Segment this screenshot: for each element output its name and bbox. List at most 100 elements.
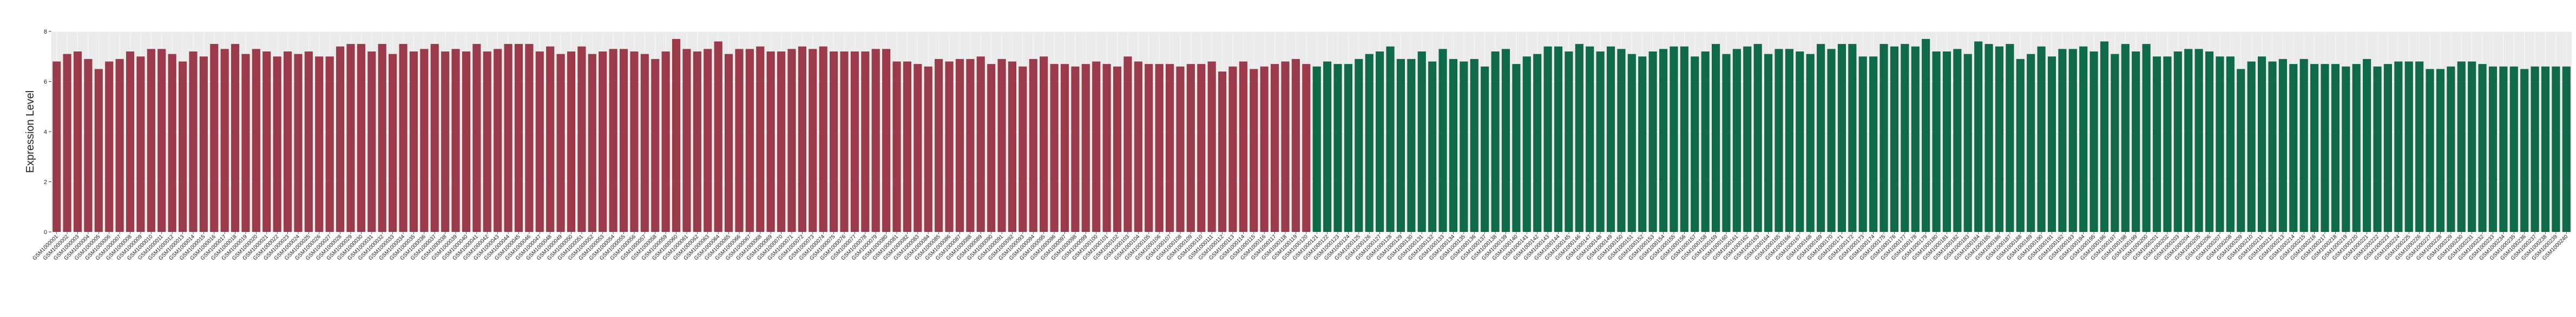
bar-GSM1000133 — [1438, 49, 1447, 232]
bar-GSM1000128 — [1386, 46, 1395, 232]
bar-GSM1000203 — [2173, 51, 2182, 232]
bar-GSM1000154 — [1659, 49, 1668, 232]
bar-GSM1000030 — [357, 44, 365, 232]
bar-GSM1000044 — [504, 44, 512, 232]
bar-GSM1000067 — [745, 49, 754, 232]
bar-GSM1000124 — [1344, 64, 1352, 232]
bar-GSM1000225 — [2404, 61, 2413, 232]
bar-GSM1000119 — [1291, 59, 1300, 232]
bar-GSM1000070 — [777, 51, 786, 232]
bar-GSM1000065 — [725, 54, 733, 232]
bar-GSM1000184 — [1974, 41, 1983, 232]
bar-GSM1000148 — [1596, 51, 1605, 232]
bar-GSM1000156 — [1680, 46, 1688, 232]
bar-GSM1000085 — [935, 59, 943, 232]
bar-GSM1000083 — [914, 64, 922, 232]
bar-GSM1000114 — [1239, 61, 1247, 232]
bar-GSM1000212 — [2268, 61, 2277, 232]
bar-GSM1000014 — [189, 51, 198, 232]
bar-GSM1000158 — [1701, 51, 1710, 232]
bar-GSM1000063 — [704, 49, 712, 232]
bar-GSM1000171 — [1837, 44, 1846, 232]
bar-GSM1000005 — [94, 69, 103, 232]
bar-GSM1000162 — [1743, 46, 1752, 232]
bar-GSM1000209 — [2237, 69, 2245, 232]
bar-GSM1000134 — [1449, 59, 1458, 232]
bar-GSM1000131 — [1417, 51, 1426, 232]
bar-GSM1000201 — [2152, 56, 2161, 232]
y-tick-label: 6 — [44, 79, 47, 86]
bar-GSM1000160 — [1722, 54, 1731, 232]
bar-GSM1000177 — [1901, 44, 1909, 232]
y-axis: 0 2 4 6 8 — [44, 29, 51, 236]
bar-GSM1000238 — [2541, 66, 2550, 232]
bar-GSM1000183 — [1963, 54, 1972, 232]
bar-GSM1000138 — [1491, 51, 1500, 232]
bar-GSM1000032 — [378, 44, 386, 232]
bar-GSM1000206 — [2205, 51, 2214, 232]
bar-GSM1000078 — [861, 51, 870, 232]
bar-GSM1000175 — [1880, 44, 1888, 232]
y-tick-label: 8 — [44, 29, 47, 35]
bar-GSM1000223 — [2383, 64, 2392, 232]
bar-GSM1000053 — [599, 51, 607, 232]
bar-GSM1000106 — [1155, 64, 1164, 232]
bar-GSM1000139 — [1501, 49, 1510, 232]
bar-GSM1000126 — [1365, 54, 1374, 232]
bar-GSM1000010 — [147, 49, 155, 232]
bar-GSM1000009 — [136, 56, 145, 232]
bar-GSM1000172 — [1848, 44, 1857, 232]
bar-GSM1000174 — [1869, 56, 1878, 232]
bar-GSM1000228 — [2436, 69, 2445, 232]
bar-GSM1000186 — [1995, 46, 2004, 232]
bar-GSM1000210 — [2247, 61, 2256, 232]
bar-GSM1000136 — [1470, 59, 1478, 232]
bar-GSM1000034 — [399, 44, 408, 232]
bar-GSM1000018 — [231, 44, 240, 232]
bar-GSM1000132 — [1428, 61, 1437, 232]
bar-GSM1000205 — [2194, 49, 2203, 232]
bar-GSM1000024 — [294, 54, 303, 232]
bar-GSM1000155 — [1670, 46, 1678, 232]
bar-GSM1000204 — [2184, 49, 2193, 232]
bar-GSM1000193 — [2068, 49, 2077, 232]
bar-GSM1000182 — [1953, 49, 1962, 232]
bar-GSM1000071 — [787, 49, 796, 232]
bar-GSM1000012 — [168, 54, 176, 232]
bar-GSM1000196 — [2100, 41, 2109, 232]
bar-GSM1000113 — [1228, 66, 1237, 232]
bar-GSM1000084 — [924, 66, 932, 232]
bar-GSM1000170 — [1827, 49, 1836, 232]
bar-GSM1000021 — [262, 51, 271, 232]
bar-GSM1000105 — [1145, 64, 1153, 232]
bar-GSM1000194 — [2079, 46, 2088, 232]
bar-GSM1000092 — [1008, 61, 1017, 232]
bar-GSM1000232 — [2478, 64, 2487, 232]
bar-GSM1000017 — [220, 49, 229, 232]
bar-GSM1000054 — [609, 49, 617, 232]
bar-GSM1000001 — [52, 61, 61, 232]
bar-GSM1000166 — [1785, 49, 1793, 232]
bar-GSM1000089 — [976, 56, 985, 232]
bar-GSM1000135 — [1460, 61, 1468, 232]
y-tick-label: 2 — [44, 179, 47, 186]
bar-GSM1000047 — [535, 51, 544, 232]
bar-GSM1000055 — [619, 49, 628, 232]
bar-GSM1000115 — [1250, 69, 1258, 232]
bar-GSM1000090 — [987, 64, 996, 232]
bar-GSM1000233 — [2488, 66, 2498, 232]
bar-GSM1000211 — [2258, 56, 2266, 232]
bar-GSM1000027 — [325, 56, 334, 232]
bar-GSM1000127 — [1376, 51, 1384, 232]
bar-GSM1000190 — [2037, 46, 2046, 232]
bar-GSM1000229 — [2447, 66, 2455, 232]
bar-GSM1000215 — [2299, 59, 2308, 232]
bar-GSM1000064 — [714, 41, 722, 232]
bar-GSM1000058 — [651, 59, 660, 232]
bar-GSM1000035 — [409, 51, 418, 232]
bar-GSM1000165 — [1775, 49, 1783, 232]
bar-GSM1000199 — [2132, 51, 2140, 232]
bar-GSM1000188 — [2016, 59, 2025, 232]
bar-GSM1000097 — [1060, 64, 1069, 232]
